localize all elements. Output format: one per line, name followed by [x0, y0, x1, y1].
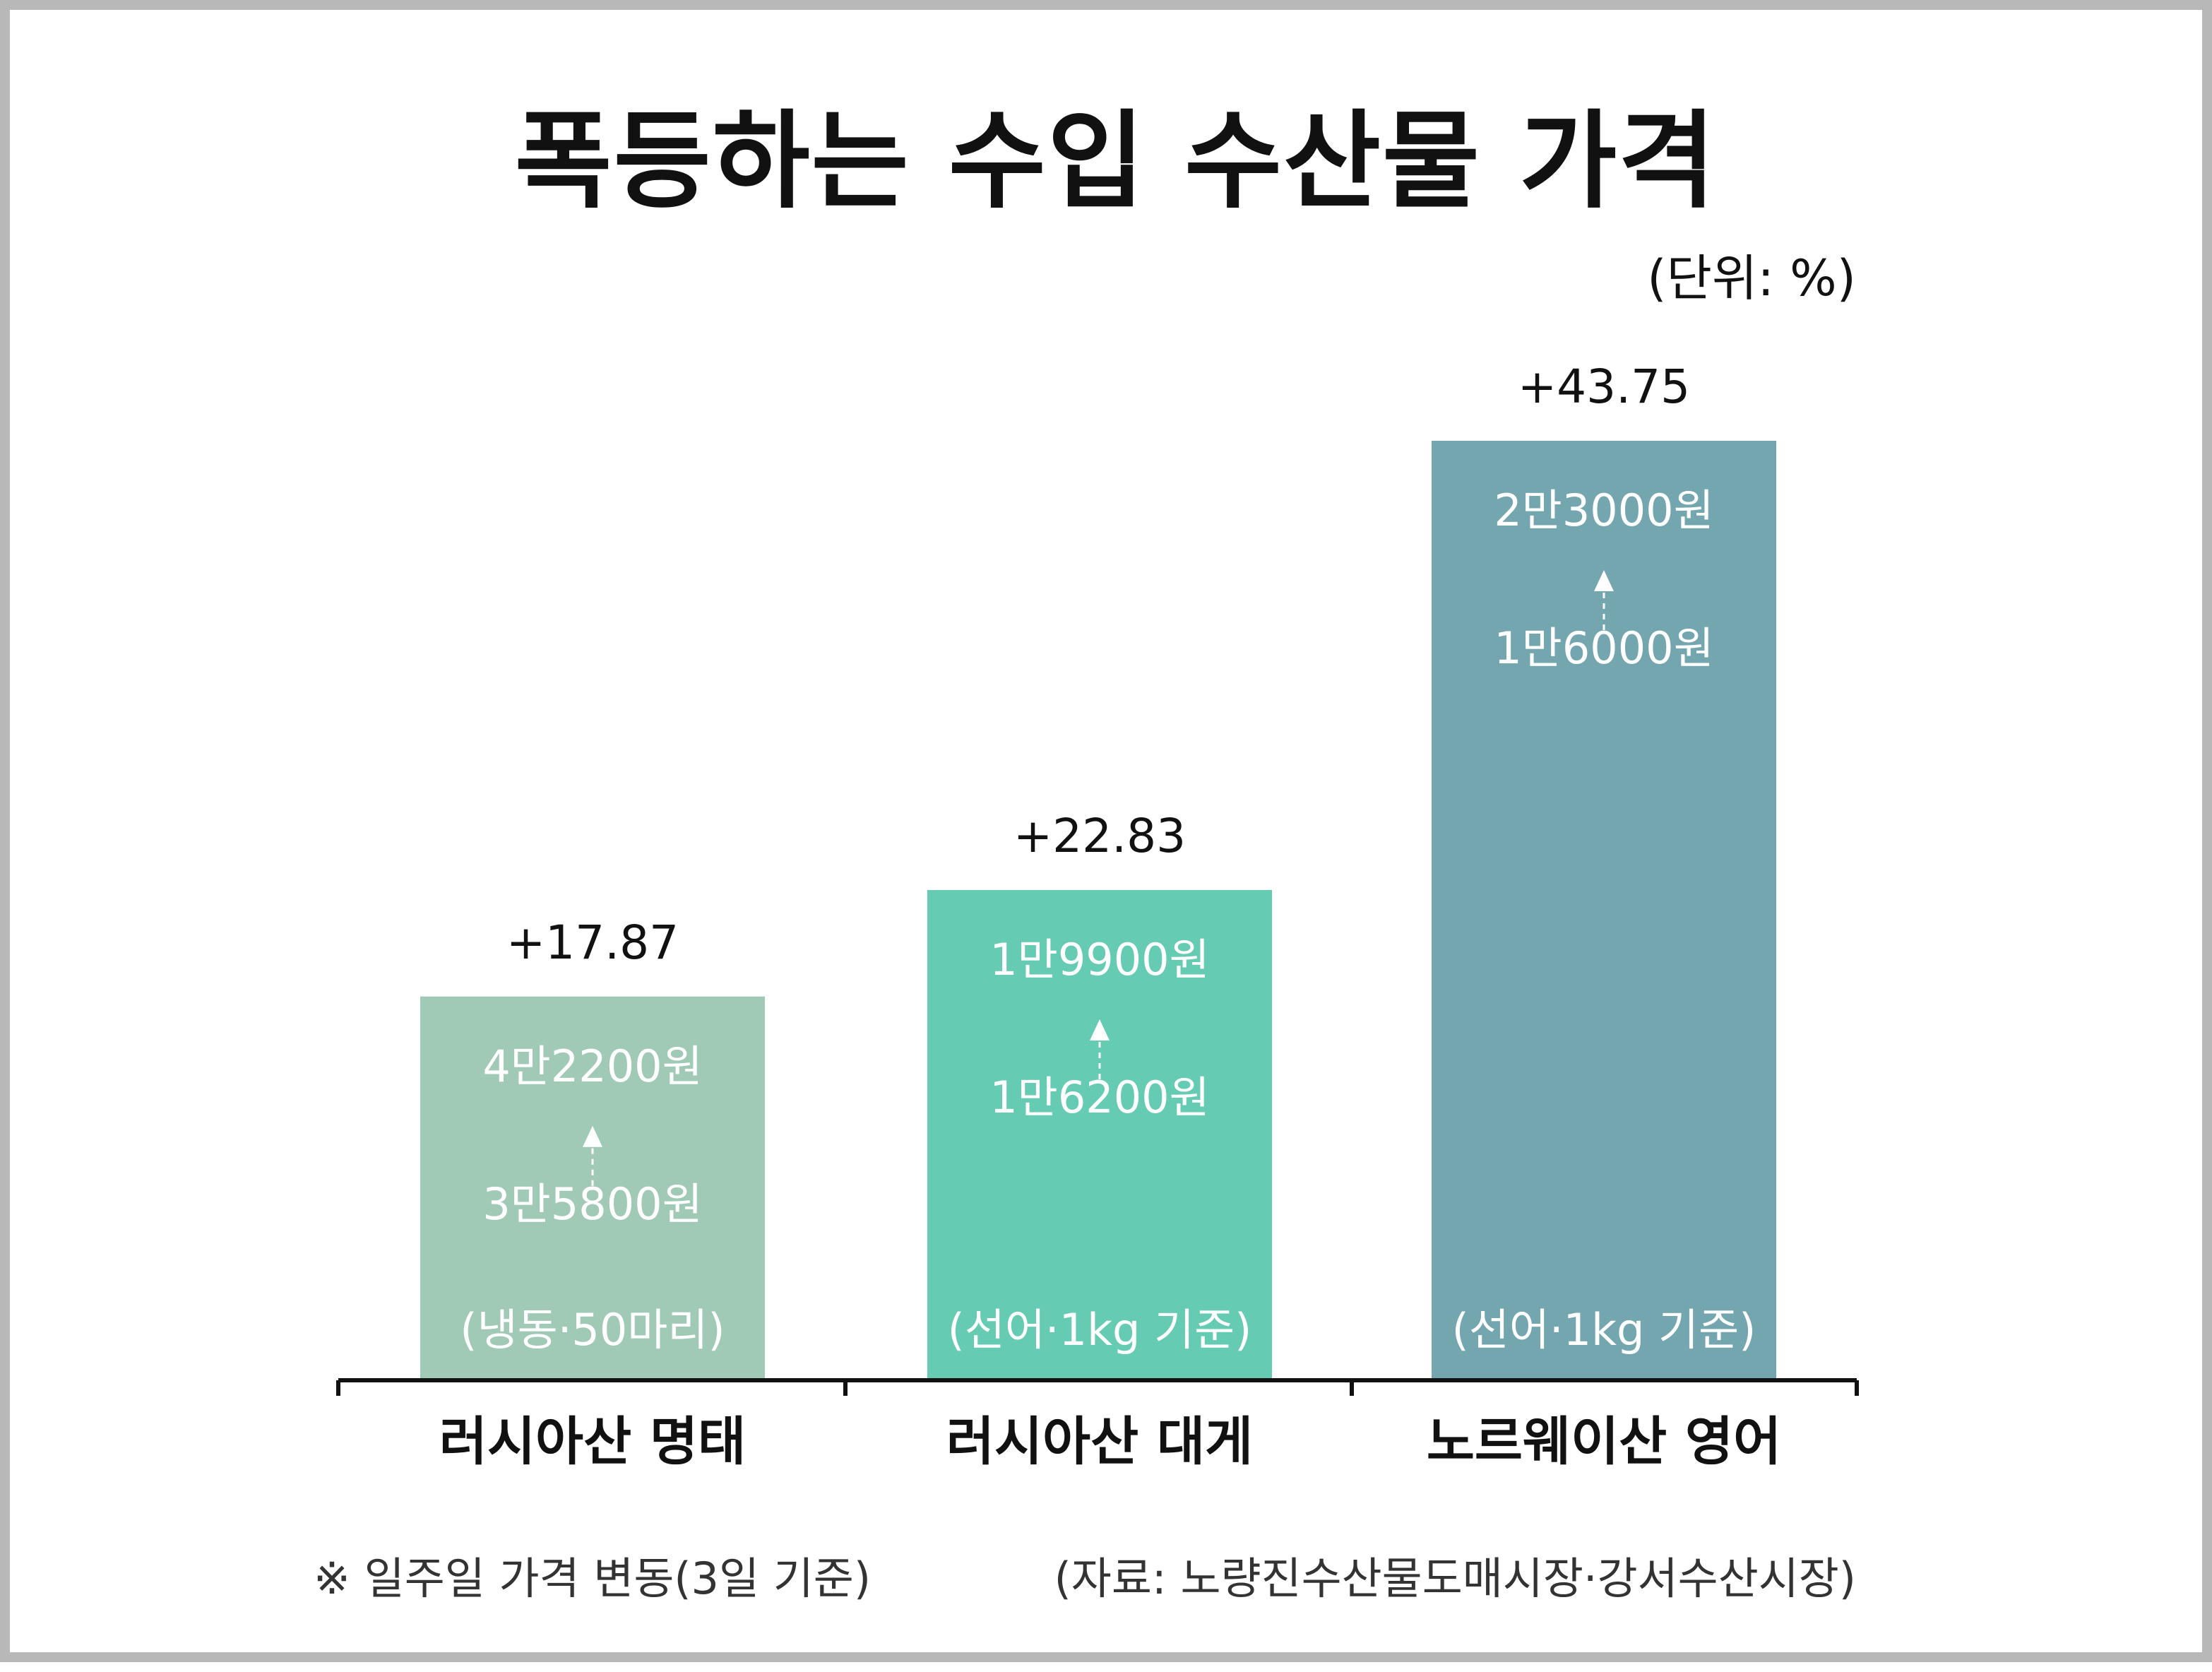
footnote: ※ 일주일 가격 변동(3일 기준) — [314, 1553, 872, 1604]
value-label: +22.83 — [1013, 809, 1186, 863]
bar — [927, 889, 1272, 1380]
price-after-label: 2만3000원 — [1494, 485, 1713, 536]
arrow-head — [1090, 1019, 1110, 1040]
bar — [420, 996, 765, 1380]
arrow-head — [583, 1125, 602, 1147]
price-before-label: 1만6000원 — [1494, 622, 1713, 674]
price-after-label: 1만9900원 — [989, 934, 1209, 985]
category-label: 러시아산 대게 — [946, 1411, 1253, 1472]
price-before-label: 3만5800원 — [482, 1178, 702, 1230]
price-after-label: 4만2200원 — [482, 1040, 702, 1092]
basis-label: (냉동·50마리) — [460, 1304, 725, 1356]
basis-label: (선어·1kg 기준) — [1452, 1304, 1756, 1356]
category-label: 러시아산 명태 — [439, 1411, 746, 1472]
bar-chart: +17.87 4만2200원 3만5800원 (냉동·50마리) 러시아산 명태 +22.… — [336, 360, 1859, 1472]
category-label: 노르웨이산 영어 — [1427, 1411, 1781, 1472]
chart-title: 폭등하는 수입 수산물 가격 — [514, 100, 1718, 223]
value-label: +43.75 — [1518, 360, 1690, 414]
unit-label: (단위: %) — [1647, 249, 1856, 307]
value-label: +17.87 — [506, 915, 679, 970]
basis-label: (선어·1kg 기준) — [948, 1304, 1252, 1356]
source-note: (자료: 노량진수산물도매시장·강서수산시장) — [1054, 1553, 1856, 1604]
price-before-label: 1만6200원 — [989, 1072, 1209, 1123]
arrow-head — [1594, 570, 1614, 591]
